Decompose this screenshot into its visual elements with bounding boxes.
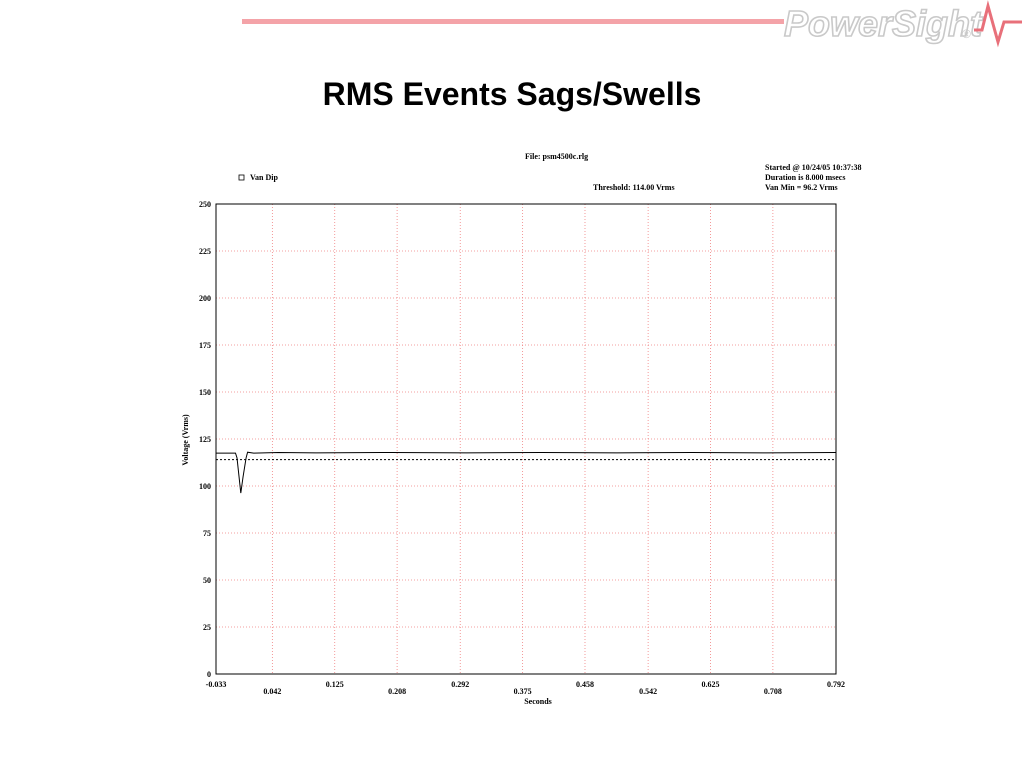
slide-title: RMS Events Sags/Swells [322, 76, 702, 112]
info-started: Started @ 10/24/05 10:37:38 [765, 163, 862, 172]
x-tick-label: 0.458 [576, 680, 594, 689]
x-tick-label: 0.125 [326, 680, 344, 689]
x-tick-label: 0.292 [451, 680, 469, 689]
x-tick-label: -0.033 [206, 680, 227, 689]
y-tick-label: 125 [199, 435, 211, 444]
logo-registered-mark: ® [962, 27, 971, 41]
x-tick-label: 0.042 [263, 687, 281, 696]
info-van-min: Van Min = 96.2 Vrms [765, 183, 838, 192]
x-tick-label: 0.708 [764, 687, 782, 696]
x-tick-label: 0.625 [701, 680, 719, 689]
y-axis-label: Voltage (Vrms) [181, 414, 190, 466]
series-line-van-dip [216, 451, 837, 494]
y-tick-label: 50 [203, 576, 211, 585]
plot-frame [215, 203, 837, 675]
y-tick-label: 150 [199, 388, 211, 397]
y-tick-label: 225 [199, 247, 211, 256]
x-tick-label: 0.375 [514, 687, 532, 696]
info-duration: Duration is 8.000 msecs [765, 173, 845, 182]
y-tick-labels: 0 25 50 75 100 125 150 175 200 225 250 [199, 200, 211, 679]
powersight-logo: PowerSight ® [783, 0, 1022, 48]
y-tick-label: 0 [207, 670, 211, 679]
y-tick-label: 250 [199, 200, 211, 209]
logo-pulse-icon [974, 0, 1022, 48]
threshold-label: Threshold: 114.00 Vrms [593, 183, 675, 192]
x-axis-label: Seconds [524, 697, 552, 706]
header-divider-line [242, 19, 784, 24]
grid-layer [216, 204, 836, 674]
x-tick-label: 0.208 [388, 687, 406, 696]
y-tick-label: 200 [199, 294, 211, 303]
file-label: File: psm4500c.rlg [525, 152, 588, 161]
x-tick-label: 0.792 [827, 680, 845, 689]
y-tick-label: 25 [203, 623, 211, 632]
x-tick-labels: -0.033 0.042 0.125 0.208 0.292 0.375 0.458 0.54… [206, 680, 845, 696]
logo-text: PowerSight [784, 3, 984, 44]
legend-marker-square [238, 174, 245, 181]
y-tick-label: 100 [199, 482, 211, 491]
y-tick-label: 175 [199, 341, 211, 350]
legend-label-van-dip: Van Dip [250, 173, 278, 182]
y-tick-label: 75 [203, 529, 211, 538]
x-tick-label: 0.542 [639, 687, 657, 696]
